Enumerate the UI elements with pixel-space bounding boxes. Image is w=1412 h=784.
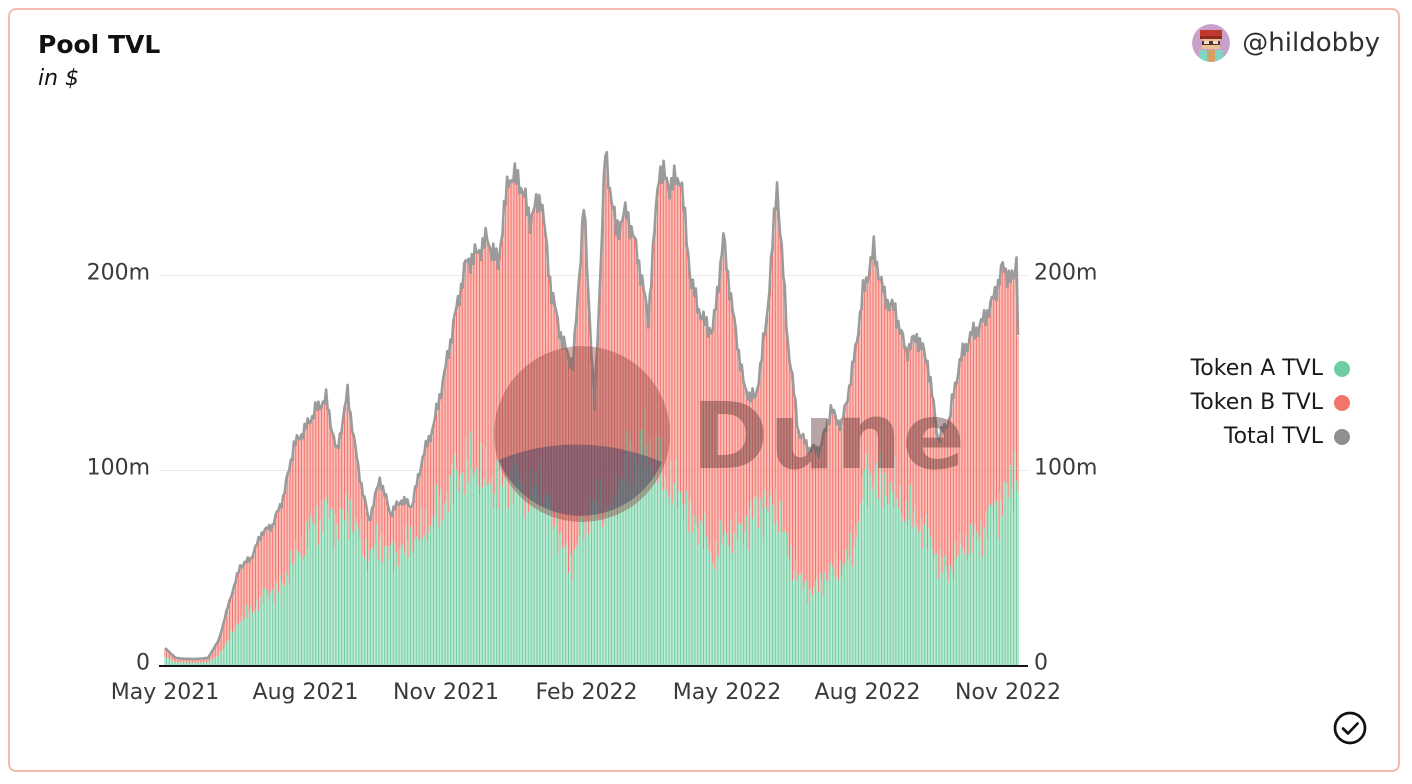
legend-item-token-b[interactable]: Token B TVL [1191,390,1350,415]
legend-item-token-a[interactable]: Token A TVL [1191,356,1350,381]
stacked-bars [164,153,1019,665]
x-axis-tick-label: May 2021 [110,680,220,705]
y-axis-tick-label-left: 0 [136,650,150,676]
x-axis-tick-label: Nov 2021 [393,680,499,705]
legend-dot-red-icon [1334,394,1350,411]
legend-label: Total TVL [1223,424,1323,449]
total-tvl-line [164,150,1020,661]
verified-check-icon[interactable] [1332,710,1368,746]
y-axis-tick-label-left: 200m [86,260,150,286]
chart-legend: Token A TVL Token B TVL Total TVL [1191,356,1350,449]
x-axis-tick-label: Nov 2022 [955,680,1061,705]
page-title: Pool TVL [38,30,161,59]
x-axis-tick-label: Aug 2022 [814,680,921,705]
gridline [159,275,1028,276]
legend-label: Token B TVL [1190,390,1323,415]
chart-plot-area[interactable] [10,10,1412,770]
author-avatar-icon [1192,24,1231,62]
y-axis-tick-label-right: 0 [1034,650,1048,676]
x-axis-tick-label: May 2022 [672,680,782,705]
y-axis-tick-label-right: 200m [1034,260,1098,286]
x-axis-tick-label: Aug 2021 [252,680,359,705]
y-axis-tick-label-left: 100m [86,455,150,481]
y-axis-tick-label-right: 100m [1034,455,1098,481]
page-subtitle: in $ [38,66,80,91]
chart-card: Pool TVL in $ @hildobby 0 0 100m 100m 200m 20… [8,8,1400,772]
legend-dot-gray-icon [1334,428,1350,445]
author-handle[interactable]: @hildobby [1242,28,1380,58]
author-attribution[interactable]: @hildobby [1192,24,1380,62]
x-axis-line [159,665,1028,667]
legend-dot-green-icon [1334,360,1350,377]
legend-item-total[interactable]: Total TVL [1224,424,1350,449]
legend-label: Token A TVL [1190,356,1323,381]
x-axis-tick-label: Feb 2022 [535,680,638,705]
